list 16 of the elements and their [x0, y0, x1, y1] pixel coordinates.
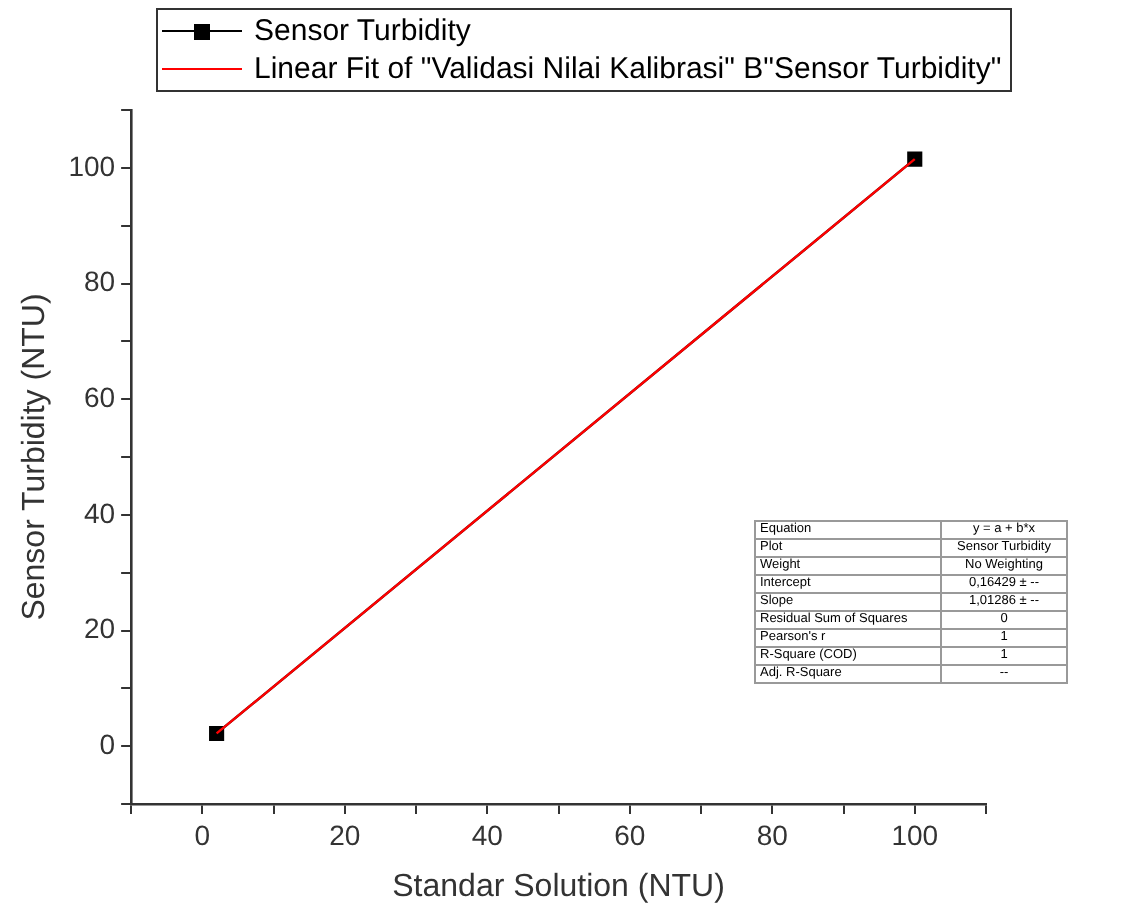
legend-label: Sensor Turbidity [254, 12, 471, 50]
y-tick-label: 80 [83, 265, 116, 298]
x-tick-label: 80 [756, 818, 789, 851]
x-tick-label: 100 [891, 818, 939, 851]
x-tick-label: 20 [329, 818, 361, 851]
x-tick-label: 40 [471, 818, 504, 851]
legend-label: Linear Fit of "Validasi Nilai Kalibrasi" B"Sensor Turbidity" [254, 50, 1002, 88]
y-tick-label: 40 [83, 496, 116, 529]
y-tick-label: 60 [83, 380, 116, 413]
y-tick-label: 0 [99, 727, 116, 760]
y-tick-label: 20 [83, 612, 116, 645]
y-tick-label: 100 [68, 149, 116, 182]
x-axis-title: Standar Solution (NTU) [392, 869, 725, 904]
x-tick-label: 0 [194, 818, 211, 851]
x-tick-label: 60 [614, 818, 646, 851]
y-axis-title: Sensor Turbidity (NTU) [18, 293, 53, 621]
